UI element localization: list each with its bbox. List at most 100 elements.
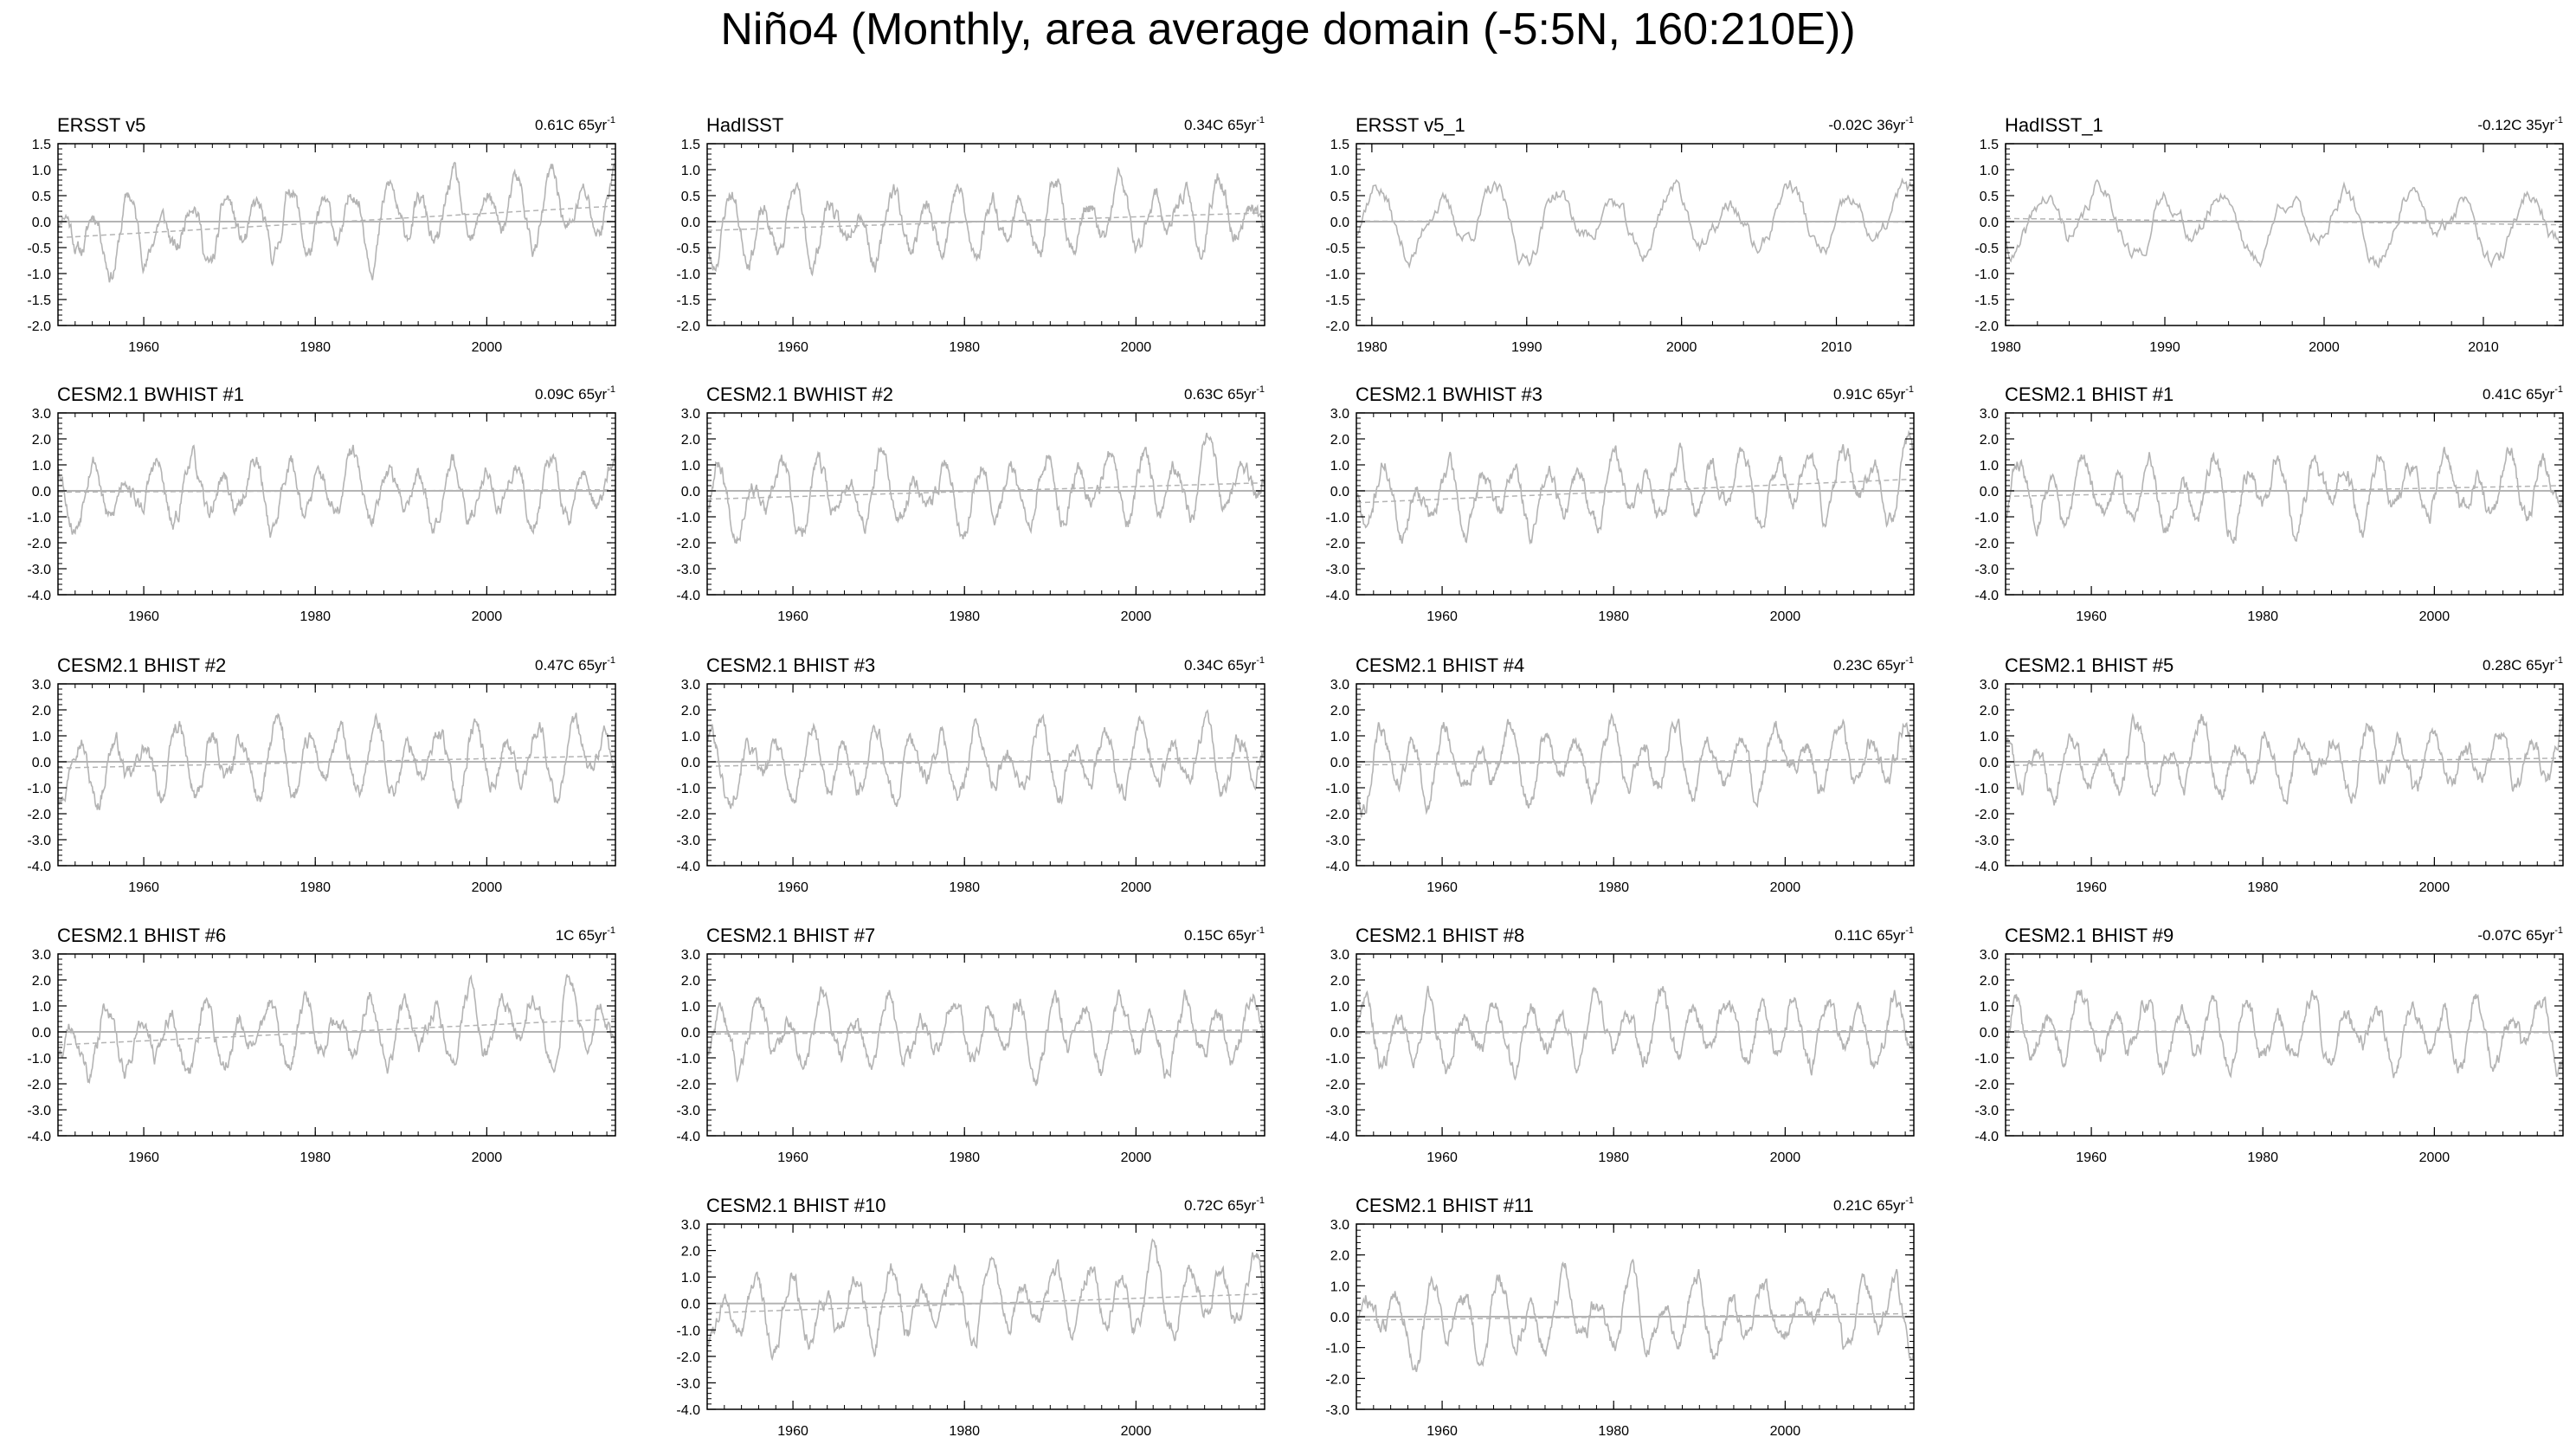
- y-tick-label: 0.0: [681, 756, 700, 770]
- x-tick-label: 1960: [1426, 1424, 1458, 1439]
- chart-panel: HadISST 0.34C 65yr-1 -2.0 -1.5 -1.0 -0.5 0.0 0.…: [676, 114, 1265, 355]
- trend-label: 0.28C 65yr-1: [2483, 655, 2563, 673]
- data-series-line: [2006, 178, 2563, 269]
- y-tick-label: 1.0: [681, 1271, 700, 1286]
- y-tick-label: 1.0: [32, 1000, 51, 1015]
- x-tick-label: 2000: [1770, 1150, 1801, 1165]
- data-series-line: [1356, 985, 1914, 1081]
- y-tick-label: 1.0: [32, 164, 51, 178]
- x-tick-label: 1980: [1356, 340, 1388, 355]
- data-series-line: [2006, 712, 2563, 806]
- x-tick-label: 2000: [472, 340, 503, 355]
- trend-label: 0.34C 65yr-1: [1184, 115, 1265, 133]
- y-tick-label: 3.0: [681, 678, 700, 693]
- x-tick-label: 2000: [1121, 1424, 1152, 1439]
- plot-frame: [57, 953, 616, 1137]
- trend-line: [706, 481, 1265, 500]
- x-tick-label: 1980: [949, 880, 980, 895]
- y-tick-label: 1.5: [32, 138, 51, 152]
- y-tick-label: 0.5: [32, 190, 51, 204]
- x-tick-label: 1960: [777, 609, 808, 624]
- y-tick-label: -2.0: [27, 808, 51, 822]
- y-tick-label: 2.0: [681, 974, 700, 989]
- data-series-line: [58, 712, 615, 810]
- trend-line: [1356, 478, 1915, 504]
- y-tick-label: 0.0: [1330, 1026, 1349, 1041]
- plot-frame: [1356, 143, 1915, 326]
- y-tick-label: 3.0: [1330, 407, 1349, 422]
- y-tick-label: -2.0: [1325, 537, 1349, 551]
- y-tick-label: -1.5: [1325, 293, 1349, 308]
- y-tick-label: -2.0: [1325, 1372, 1349, 1387]
- y-tick-label: -2.0: [27, 319, 51, 334]
- x-tick-label: 1980: [949, 340, 980, 355]
- y-tick-label: -1.0: [676, 267, 700, 282]
- trend-label-exponent: -1: [1256, 925, 1265, 936]
- chart-panel: CESM2.1 BHIST #10 0.72C 65yr-1 -4.0 -3.0 -2.…: [676, 1195, 1265, 1439]
- x-tick-label: 2000: [1121, 609, 1152, 624]
- y-tick-label: 1.0: [32, 459, 51, 474]
- data-series-line: [707, 1238, 1265, 1362]
- data-series-line: [58, 974, 615, 1085]
- y-tick-label: -4.0: [1325, 589, 1349, 603]
- y-tick-label: -2.0: [1974, 1078, 1999, 1092]
- trend-label: 0.09C 65yr-1: [535, 384, 615, 403]
- trend-label: 0.61C 65yr-1: [535, 115, 615, 133]
- y-tick-label: -3.0: [676, 834, 700, 848]
- x-tick-label: 1960: [777, 340, 808, 355]
- y-tick-label: -1.0: [27, 267, 51, 282]
- y-tick-label: -2.0: [1325, 319, 1349, 334]
- x-tick-label: 1960: [1426, 609, 1458, 624]
- y-tick-label: 2.0: [1330, 704, 1349, 719]
- y-tick-label: 1.0: [1330, 1000, 1349, 1015]
- trend-label: 0.11C 65yr-1: [1834, 925, 1914, 944]
- y-tick-label: 3.0: [1980, 948, 1999, 963]
- x-tick-label: 1960: [777, 880, 808, 895]
- trend-label: 0.34C 65yr-1: [1184, 655, 1265, 673]
- y-tick-label: -4.0: [1974, 589, 1999, 603]
- y-tick-label: 2.0: [681, 704, 700, 719]
- figure-title: Niño4 (Monthly, area average domain (-5:…: [720, 4, 1856, 55]
- panel-title: CESM2.1 BWHIST #1: [57, 383, 244, 405]
- plot-frame: [2005, 683, 2564, 867]
- y-tick-label: 1.0: [1980, 730, 1999, 744]
- y-tick-label: 0.0: [681, 1026, 700, 1041]
- y-tick-label: 1.0: [1330, 1279, 1349, 1294]
- y-tick-label: 1.0: [681, 164, 700, 178]
- y-tick-label: -1.0: [1974, 782, 1999, 796]
- data-series-line: [2006, 446, 2563, 545]
- y-tick-label: -2.0: [27, 537, 51, 551]
- trend-label-exponent: -1: [1256, 1195, 1265, 1206]
- x-tick-label: 2000: [1770, 880, 1801, 895]
- trend-label-exponent: -1: [607, 115, 615, 126]
- panel-title: ERSST v5: [57, 114, 145, 136]
- y-tick-label: 0.0: [1980, 756, 1999, 770]
- panel-title: HadISST_1: [2005, 114, 2103, 136]
- x-tick-label: 2010: [1821, 340, 1852, 355]
- data-series-line: [707, 432, 1265, 545]
- y-tick-label: 0.0: [1330, 756, 1349, 770]
- x-tick-label: 1980: [1598, 880, 1629, 895]
- y-tick-label: 0.0: [1330, 485, 1349, 499]
- y-tick-label: -3.0: [1974, 1104, 1999, 1118]
- y-tick-label: -4.0: [676, 1403, 700, 1418]
- chart-panel: CESM2.1 BWHIST #2 0.63C 65yr-1 -4.0 -3.0 -2.…: [676, 383, 1265, 624]
- y-tick-label: -2.0: [1974, 808, 1999, 822]
- trend-label-exponent: -1: [2554, 384, 2563, 395]
- trend-line: [57, 755, 616, 769]
- y-tick-label: -2.0: [1974, 537, 1999, 551]
- x-tick-label: 2000: [2419, 1150, 2450, 1165]
- trend-label-exponent: -1: [2554, 925, 2563, 936]
- y-tick-label: 1.5: [1330, 138, 1349, 152]
- trend-line: [706, 1292, 1265, 1314]
- chart-panel: CESM2.1 BHIST #5 0.28C 65yr-1 -4.0 -3.0 -2.0…: [1974, 654, 2564, 895]
- trend-label-exponent: -1: [2554, 655, 2563, 666]
- x-tick-label: 1960: [128, 340, 159, 355]
- y-tick-label: 1.0: [681, 459, 700, 474]
- chart-panel: CESM2.1 BHIST #1 0.41C 65yr-1 -4.0 -3.0 -2.0…: [1974, 383, 2564, 624]
- trend-label: 0.21C 65yr-1: [1833, 1195, 1914, 1214]
- trend-label: 0.63C 65yr-1: [1184, 384, 1265, 403]
- y-tick-label: 1.0: [1330, 459, 1349, 474]
- plot-frame: [2005, 953, 2564, 1137]
